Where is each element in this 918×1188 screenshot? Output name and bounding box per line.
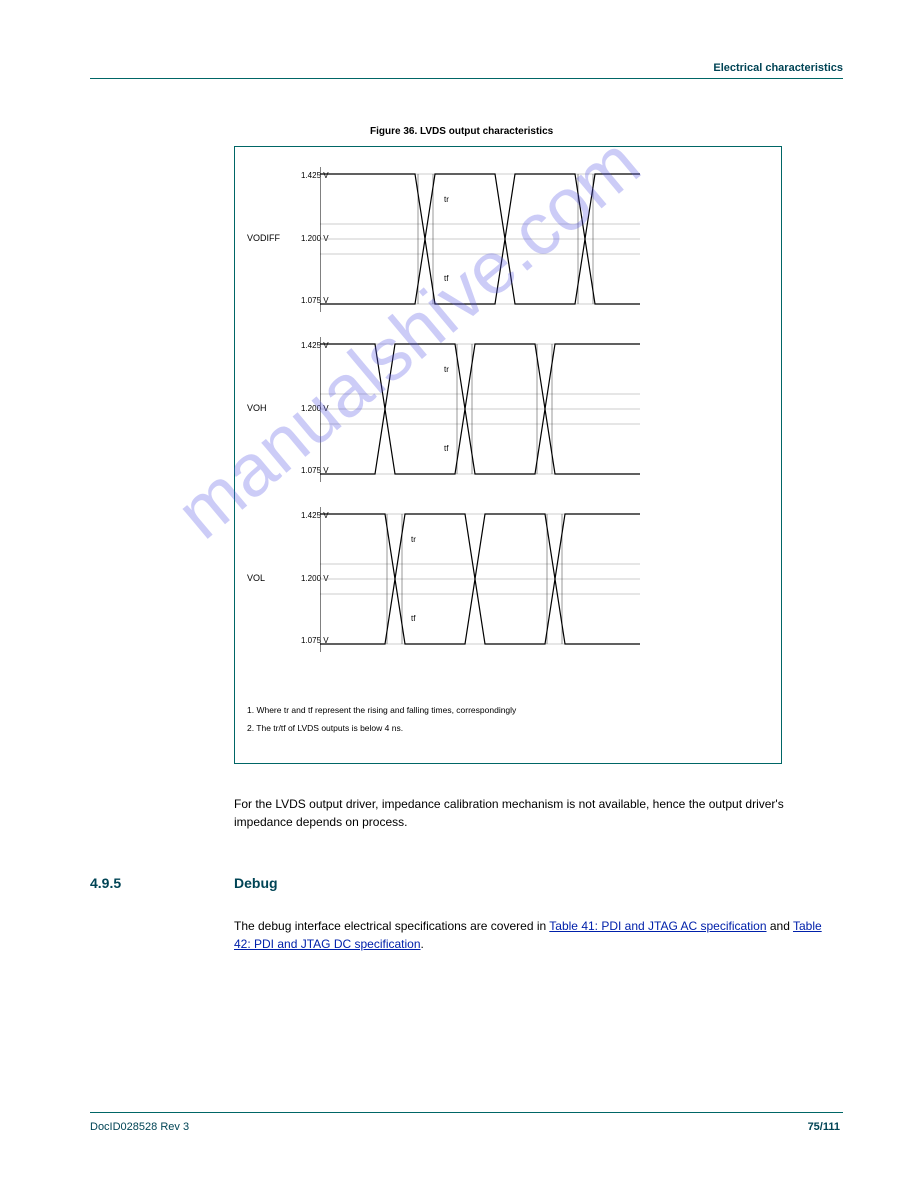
section-title: Debug bbox=[234, 875, 278, 891]
figure-box: VODIFF 1.425 V 1.200 V 1.075 V tr tf VOH… bbox=[234, 146, 782, 764]
footer-rule bbox=[90, 1112, 843, 1113]
section-number: 4.9.5 bbox=[90, 875, 121, 891]
timing-diagram bbox=[320, 162, 665, 702]
body-paragraph: For the LVDS output driver, impedance ca… bbox=[234, 795, 823, 831]
signal-label: VOL bbox=[247, 573, 265, 583]
xref-link[interactable]: Table 41: PDI and JTAG AC specification bbox=[549, 919, 766, 933]
signal-label: VOH bbox=[247, 403, 267, 413]
body-text: . bbox=[421, 937, 424, 951]
figure-title: Figure 36. LVDS output characteristics bbox=[370, 126, 553, 137]
footer-pagenum: 75/111 bbox=[808, 1121, 840, 1133]
body-text: and bbox=[767, 919, 793, 933]
footer-docid: DocID028528 Rev 3 bbox=[90, 1121, 189, 1133]
body-text: The debug interface electrical specifica… bbox=[234, 919, 549, 933]
body-paragraph-xref: The debug interface electrical specifica… bbox=[234, 917, 823, 953]
figure-note: 2. The tr/tf of LVDS outputs is below 4 … bbox=[247, 723, 403, 733]
header-rule bbox=[90, 78, 843, 79]
header-section-name: Electrical characteristics bbox=[713, 62, 843, 74]
signal-label: VODIFF bbox=[247, 233, 280, 243]
figure-note: 1. Where tr and tf represent the rising … bbox=[247, 705, 516, 715]
